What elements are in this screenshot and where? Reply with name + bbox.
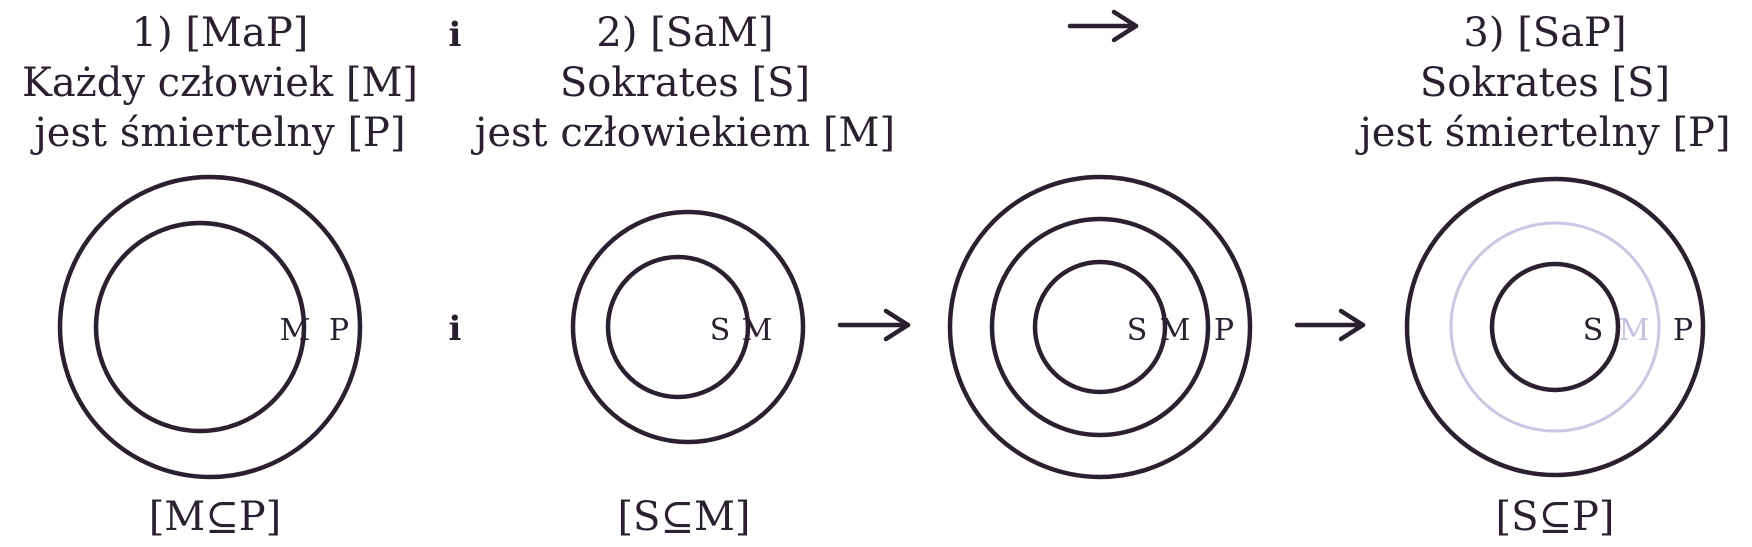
label-m-combined: M [1160, 313, 1191, 348]
circle-s-conclusion [1489, 261, 1621, 393]
circle-m-premise-2 [570, 209, 806, 445]
conclusion-heading-2: Sokrates [S] [1420, 60, 1670, 106]
label-m-premise-1: M [280, 313, 311, 348]
conclusion-heading-3: jest śmiertelny [P] [1355, 110, 1730, 156]
circle-m-premise-1 [93, 220, 307, 434]
conclusion: 3) [SaP] Sokrates [S] jest śmiertelny [P… [1355, 10, 1730, 540]
arrow-to-conclusion [1294, 308, 1366, 342]
formula-premise-2: [S⊆M] [617, 494, 750, 540]
circle-m-conclusion-faded [1449, 221, 1661, 433]
label-s-premise-2: S [710, 313, 731, 348]
circle-p-conclusion [1404, 176, 1706, 478]
conclusion-heading-1: 3) [SaP] [1463, 10, 1626, 56]
arrow-to-combined [837, 308, 911, 342]
arrow-top [1067, 9, 1139, 43]
circle-s-premise-2 [605, 254, 751, 400]
circle-s-combined [1032, 259, 1168, 395]
premise-1-heading-2: Każdy człowiek [M] [22, 60, 418, 106]
formula-premise-1: [M⊆P] [149, 494, 282, 540]
conjunction-middle: i [449, 309, 462, 349]
label-p-premise-1: P [329, 313, 349, 348]
premise-2-heading-3: jest człowiekiem [M] [471, 110, 895, 156]
premise-1: 1) [MaP] Każdy człowiek [M] jest śmierte… [22, 10, 418, 540]
label-p-combined: P [1214, 313, 1234, 348]
conjunction-top: i [449, 15, 462, 55]
combined-diagram: S M P [947, 174, 1253, 480]
premise-1-heading-3: jest śmiertelny [P] [30, 110, 405, 156]
label-s-combined: S [1127, 313, 1148, 348]
premise-2-heading-1: 2) [SaM] [596, 10, 773, 56]
label-s-conclusion: S [1583, 313, 1604, 348]
premise-1-heading-1: 1) [MaP] [132, 10, 309, 56]
formula-conclusion: [S⊆P] [1495, 494, 1614, 540]
circle-p-combined [947, 174, 1253, 480]
label-m-premise-2: M [742, 313, 773, 348]
premise-2: 2) [SaM] Sokrates [S] jest człowiekiem [… [471, 10, 895, 540]
label-p-conclusion: P [1673, 313, 1693, 348]
label-m-conclusion-faded: M [1619, 313, 1650, 348]
premise-2-heading-2: Sokrates [S] [560, 60, 810, 106]
circle-p-premise-1 [57, 174, 363, 480]
circle-m-combined [989, 216, 1211, 438]
